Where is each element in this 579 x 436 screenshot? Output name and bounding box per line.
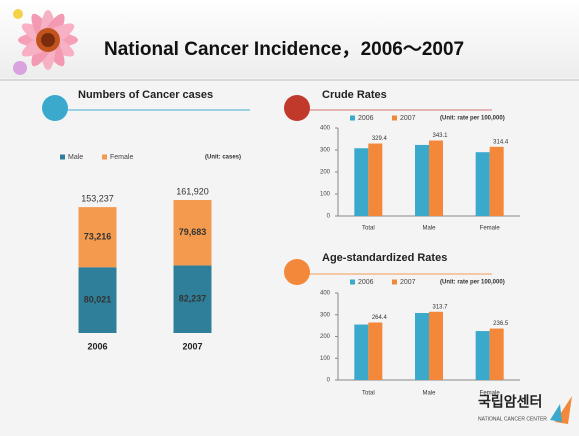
value-label: 80,021 <box>84 295 112 305</box>
x-tick-label: Male <box>422 391 436 397</box>
legend-swatch <box>392 116 397 121</box>
legend-label: 2006 <box>358 279 374 286</box>
value-label: 313.7 <box>432 304 448 310</box>
y-tick-label: 200 <box>320 170 331 176</box>
y-tick-label: 400 <box>320 291 331 297</box>
bar <box>429 141 443 216</box>
x-tick-label: 2007 <box>182 341 202 351</box>
chart-title: Crude Rates <box>322 89 387 101</box>
legend-label: 2007 <box>400 279 416 286</box>
bar <box>476 152 490 216</box>
bar <box>490 147 504 216</box>
value-label: 79,683 <box>179 227 207 237</box>
unit-label: (Unit: rate per 100,000) <box>440 280 505 286</box>
x-tick-label: 2006 <box>87 341 107 351</box>
x-tick-label: Total <box>362 226 375 232</box>
value-label: 264.4 <box>372 315 388 321</box>
y-tick-label: 400 <box>320 126 331 132</box>
legend-swatch <box>350 116 355 121</box>
bar <box>415 313 429 380</box>
bar <box>415 145 429 216</box>
value-label: 343.1 <box>432 133 448 139</box>
x-tick-label: Female <box>480 391 501 397</box>
legend-swatch <box>60 155 65 160</box>
unit-label: (Unit: cases) <box>205 155 241 161</box>
legend-label: 2006 <box>358 115 374 122</box>
value-label: 314.4 <box>493 139 509 145</box>
logo-subtitle: NATIONAL CANCER CENTER <box>478 416 547 422</box>
bar <box>429 312 443 380</box>
chart-title: Numbers of Cancer cases <box>78 89 213 101</box>
legend-label: Male <box>68 154 83 161</box>
y-tick-label: 100 <box>320 192 331 198</box>
legend-label: 2007 <box>400 115 416 122</box>
chart-title: Age-standardized Rates <box>322 252 447 264</box>
value-label: 329.4 <box>372 136 388 142</box>
slide: National Cancer Incidence，2006～2007 국립암센… <box>0 0 579 436</box>
y-tick-label: 300 <box>320 312 331 318</box>
total-label: 161,920 <box>176 186 209 196</box>
value-label: 73,216 <box>84 232 112 242</box>
bar <box>368 322 382 380</box>
x-tick-label: Female <box>480 226 501 232</box>
bar <box>354 325 368 380</box>
legend-swatch <box>102 155 107 160</box>
bar <box>368 144 382 216</box>
y-tick-label: 300 <box>320 148 331 154</box>
legend-swatch <box>392 280 397 285</box>
x-tick-label: Total <box>362 391 375 397</box>
bar <box>354 148 368 216</box>
unit-label: (Unit: rate per 100,000) <box>440 116 505 122</box>
legend-swatch <box>350 280 355 285</box>
bar <box>476 331 490 380</box>
value-label: 236.5 <box>493 321 509 327</box>
total-label: 153,237 <box>81 194 114 204</box>
slide-title: National Cancer Incidence，2006～2007 <box>104 39 464 60</box>
value-label: 82,237 <box>179 294 207 304</box>
x-tick-label: Male <box>422 226 436 232</box>
bar <box>490 329 504 380</box>
legend-label: Female <box>110 154 133 161</box>
y-tick-label: 100 <box>320 356 331 362</box>
y-tick-label: 200 <box>320 334 331 340</box>
